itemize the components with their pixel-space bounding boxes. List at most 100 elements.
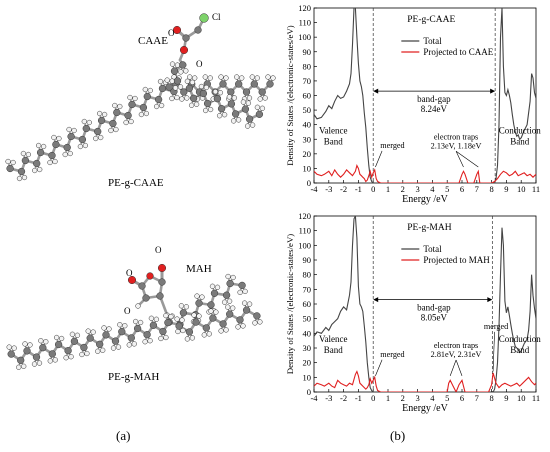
hydrogen-atom: [239, 75, 245, 81]
hydrogen-atom: [131, 341, 137, 347]
hydrogen-atom: [196, 313, 202, 319]
x-tick-label: 11: [532, 184, 540, 194]
hydrogen-atom: [203, 84, 210, 91]
hydrogen-atom: [77, 143, 84, 150]
carbon-atom: [102, 331, 110, 339]
oxygen-atom: [172, 25, 182, 35]
hydrogen-atom: [235, 117, 242, 123]
hydrogen-atom: [225, 304, 231, 310]
x-axis-title: Energy /eV: [402, 403, 448, 414]
hydrogen-atom: [47, 358, 53, 364]
hydrogen-atom: [137, 319, 144, 326]
electron-trap-pointer: [455, 359, 463, 376]
panel-label-b: (b): [390, 428, 405, 443]
x-tick-label: -2: [340, 393, 347, 403]
carbon-atom: [133, 324, 142, 333]
electron-trap-pointer: [455, 151, 464, 168]
conduction-band-label: Conduction: [499, 125, 541, 135]
y-tick-label: 40: [303, 328, 312, 338]
x-tick-label: 3: [415, 393, 419, 403]
carbon-atom: [213, 95, 222, 103]
x-tick-label: 4: [430, 184, 435, 194]
carbon-atom: [222, 291, 231, 299]
carbon-atom: [199, 89, 208, 98]
electron-traps-value: 2.13eV, 1.18eV: [431, 141, 482, 150]
carbon-atom: [113, 108, 121, 117]
hydrogen-atom: [241, 300, 248, 306]
y-tick-label: 50: [303, 314, 312, 324]
x-tick-label: -4: [310, 393, 318, 403]
carbon-atom: [219, 80, 227, 88]
electron-traps-label: electron traps: [434, 132, 478, 141]
hydrogen-atom: [63, 355, 69, 361]
hydrogen-atom: [27, 342, 33, 348]
band-gap-arrowhead-left: [373, 88, 379, 94]
hydrogen-atom: [98, 134, 104, 141]
hydrogen-atom: [235, 324, 241, 330]
carbon-atom: [238, 281, 246, 290]
hydrogen-atom: [183, 68, 189, 74]
hydrogen-atom: [67, 150, 73, 157]
hydrogen-atom: [226, 94, 233, 100]
x-tick-label: 3: [415, 184, 419, 194]
hydrogen-atom: [37, 166, 43, 173]
hydrogen-atom: [122, 323, 128, 329]
mah-group-label: MAH: [186, 263, 212, 275]
carbon-atom: [258, 88, 266, 96]
carbon-atom: [219, 320, 227, 328]
carbon-atom: [227, 88, 235, 96]
hydrogen-atom: [174, 316, 180, 322]
y-tick-label: 10: [303, 372, 312, 382]
x-tick-label: 7: [475, 393, 479, 403]
hydrogen-atom: [217, 90, 224, 96]
carbon-atom: [149, 321, 158, 329]
hydrogen-atom: [177, 84, 184, 90]
electron-traps-value: 2.81eV, 2.31eV: [431, 350, 482, 359]
carbon-atom: [139, 103, 148, 112]
molecule-pe-g-mah: [6, 263, 263, 370]
x-tick-label: 5: [445, 393, 449, 403]
hydrogen-atom: [66, 126, 72, 133]
series-projected-line: [314, 370, 536, 392]
y-tick-label: 120: [298, 3, 311, 13]
hydrogen-atom: [132, 318, 139, 325]
y-tick-label: 80: [303, 61, 312, 71]
y-tick-label: 100: [298, 32, 311, 42]
carbon-atom: [180, 88, 188, 96]
mah-oxygen-label-2: O: [126, 268, 133, 278]
oxygen-atom: [179, 45, 189, 55]
band-gap-label: band-gap: [417, 94, 451, 104]
hydrogen-atom: [163, 312, 169, 319]
pe-g-caae-name: PE-g-CAAE: [108, 177, 164, 189]
carbon-atom: [94, 127, 102, 136]
carbon-atom: [86, 334, 94, 342]
carbon-atom: [36, 148, 45, 157]
carbon-atom: [80, 343, 88, 352]
carbon-atom: [227, 100, 236, 108]
hydrogen-atom: [143, 110, 150, 117]
carbon-atom: [7, 350, 15, 358]
hydrogen-atom: [35, 142, 42, 149]
hydrogen-atom: [56, 135, 62, 142]
carbon-atom: [164, 318, 172, 327]
hydrogen-atom: [189, 335, 196, 341]
band-gap-arrowhead-left: [373, 297, 379, 303]
y-tick-label: 10: [303, 163, 312, 173]
x-tick-label: 6: [460, 184, 464, 194]
carbon-atom: [143, 92, 151, 101]
hydrogen-atom: [40, 143, 47, 150]
hydrogen-atom: [209, 283, 216, 289]
hydrogen-atom: [178, 69, 184, 75]
y-tick-label: 110: [299, 226, 311, 236]
y-tick-label: 100: [298, 240, 311, 250]
carbon-atom: [54, 340, 63, 349]
hydrogen-atom: [187, 74, 193, 80]
carbon-atom: [33, 159, 41, 168]
hydrogen-atom: [21, 174, 28, 181]
atom-layer: [5, 13, 276, 182]
hydrogen-atom: [178, 303, 185, 309]
hydrogen-atom: [230, 305, 236, 311]
hydrogen-atom: [259, 105, 266, 111]
merged-label-valence: merged: [380, 350, 404, 359]
carbon-atom: [158, 278, 166, 286]
